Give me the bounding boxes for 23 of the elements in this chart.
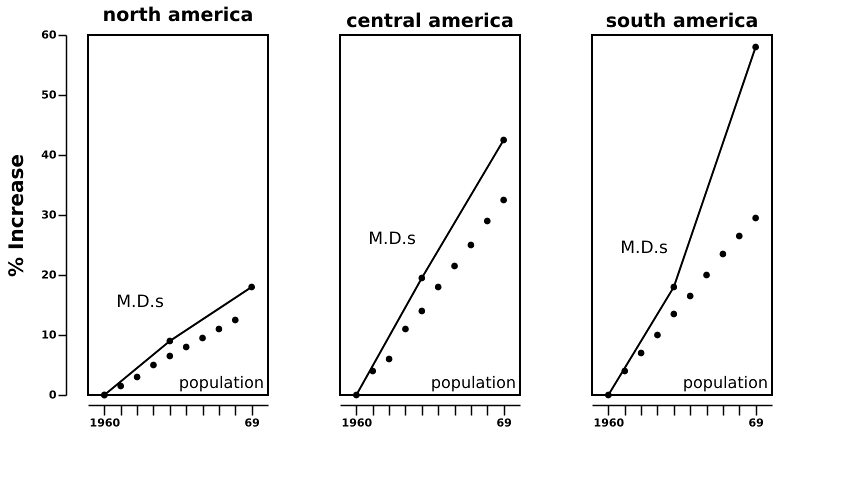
x-tick-label: 1960 <box>90 416 121 430</box>
y-tick-label: 0 <box>48 388 57 402</box>
y-tick-label: 30 <box>41 208 57 222</box>
x-tick-label: 69 <box>244 416 260 430</box>
x-tick-label: 1960 <box>342 416 373 430</box>
chart-title: north america <box>102 4 254 26</box>
series-label: M.D.s <box>620 238 668 258</box>
y-tick-label: 60 <box>41 28 57 42</box>
y-tick-label: 10 <box>41 328 57 342</box>
text: population <box>682 373 768 392</box>
x-tick-label: 69 <box>748 416 764 430</box>
y-tick-label: 20 <box>41 268 57 282</box>
series-label: M.D.s <box>368 229 416 249</box>
text: population <box>430 373 516 392</box>
x-tick-label: 1960 <box>594 416 625 430</box>
chart-title: south america <box>606 10 758 32</box>
y-tick-label: 50 <box>41 88 57 102</box>
x-tick-label: 69 <box>496 416 512 430</box>
series-label: population <box>178 373 264 392</box>
y-tick-label: 40 <box>41 148 57 162</box>
y-axis-title: % Increase <box>4 154 28 277</box>
series-label: M.D.s <box>116 292 164 312</box>
chart-title: central america <box>346 10 514 32</box>
